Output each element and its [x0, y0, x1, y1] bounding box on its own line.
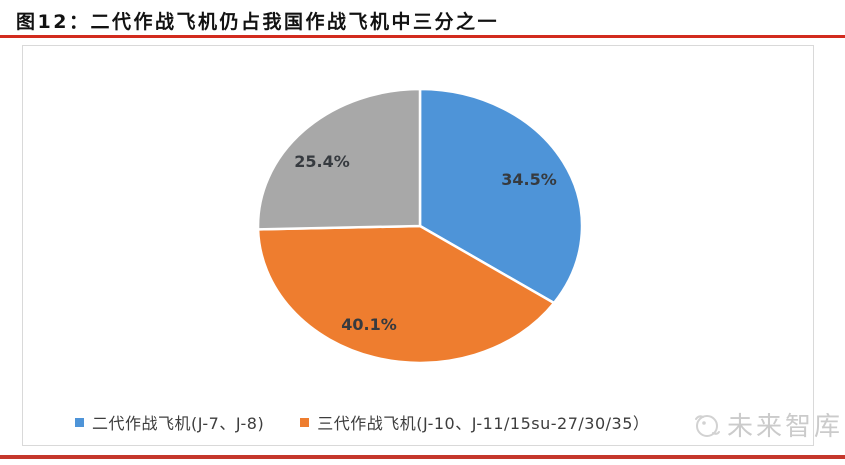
- pie-label-blue: 34.5%: [501, 170, 557, 189]
- legend-label-gen3: 三代作战飞机(J-10、J-11/15su-27/30/35）: [317, 414, 650, 433]
- pie-slice-2: [256, 87, 422, 231]
- legend-item-gen3: 三代作战飞机(J-10、J-11/15su-27/30/35）: [300, 410, 649, 434]
- figure-title: 图12：二代作战飞机仍占我国作战飞机中三分之一: [16, 11, 499, 33]
- chart-panel: 34.5% 40.1% 25.4% 二代作战飞机(J-7、J-8) 三代作战飞机…: [22, 45, 840, 446]
- pie-label-gray: 25.4%: [294, 152, 350, 171]
- bottom-rule: [0, 455, 845, 459]
- legend-swatch-gen3: [300, 417, 310, 427]
- legend-item-gen2: 二代作战飞机(J-7、J-8): [75, 410, 264, 434]
- pie-slice-1: [256, 224, 556, 365]
- legend-label-gen2: 二代作战飞机(J-7、J-8): [92, 414, 265, 433]
- pie-chart: 34.5% 40.1% 25.4%: [256, 87, 584, 365]
- legend-swatch-gen2: [75, 417, 84, 427]
- pie-slice-0: [418, 87, 584, 305]
- pie-label-orange: 40.1%: [341, 315, 397, 334]
- pie-slices: [256, 87, 584, 365]
- title-underline-rule: [0, 35, 845, 38]
- legend: 二代作战飞机(J-7、J-8) 三代作战飞机(J-10、J-11/15su-27…: [75, 411, 649, 433]
